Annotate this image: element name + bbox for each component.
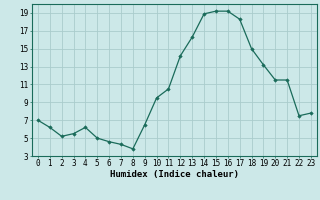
X-axis label: Humidex (Indice chaleur): Humidex (Indice chaleur) xyxy=(110,170,239,179)
